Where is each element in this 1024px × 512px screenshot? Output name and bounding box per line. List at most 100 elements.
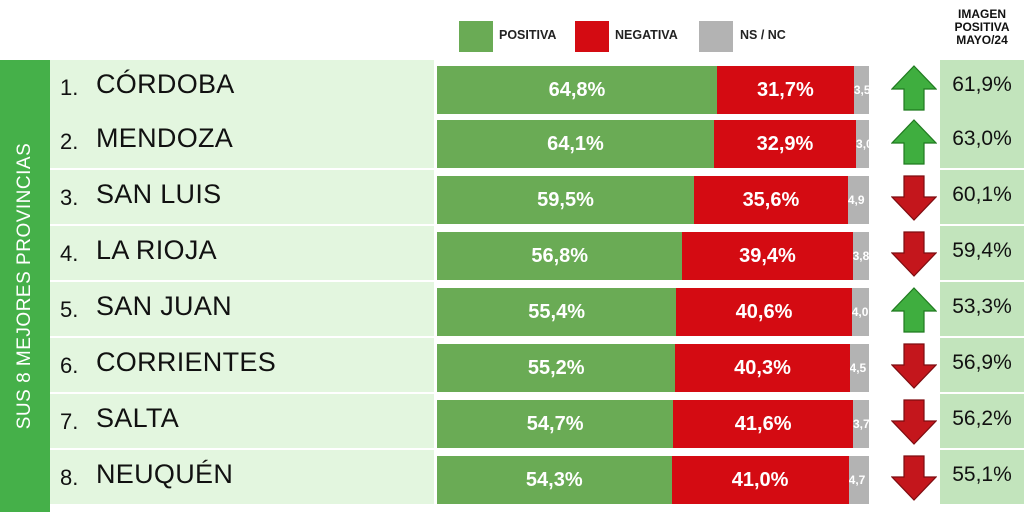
trend-down-icon xyxy=(890,343,938,389)
bar-segment-positive: 64,8% xyxy=(437,66,717,114)
province-name: LA RIOJA xyxy=(96,235,217,265)
province-row: 5. SAN JUAN 55,4% 40,6% 4,0 53,3% xyxy=(50,282,1024,336)
rank-label: 2. xyxy=(60,129,79,154)
province-cell-background xyxy=(50,170,434,224)
previous-image-column-header: IMAGEN POSITIVA MAYO/24 xyxy=(940,8,1024,47)
bar-segment-negative: 40,6% xyxy=(676,288,852,336)
bar-segment-negative: 35,6% xyxy=(694,176,848,224)
previous-value-cell xyxy=(940,114,1024,168)
bar-segment-negative: 31,7% xyxy=(716,66,854,114)
bar-segment-positive: 54,7% xyxy=(437,400,674,448)
province-cell-background xyxy=(50,282,434,336)
negative-value-label: 40,6% xyxy=(735,301,793,323)
previous-positive-value: 53,3% xyxy=(952,295,1012,318)
bar-segment-nsnc: 3,5 xyxy=(853,66,869,114)
side-label-text: SUS 8 MEJORES PROVINCIAS xyxy=(14,142,35,430)
bar-segment-negative: 39,4% xyxy=(682,232,853,280)
province-cell-background xyxy=(50,450,434,504)
bar-segment-nsnc: 4,5 xyxy=(849,344,869,392)
province-name: NEUQUÉN xyxy=(96,459,234,489)
nsnc-value-label: 4,5 xyxy=(849,361,867,375)
previous-value-cell xyxy=(940,394,1024,448)
legend-swatch-negative xyxy=(575,21,609,52)
positive-value-label: 59,5% xyxy=(537,189,594,211)
previous-positive-value: 61,9% xyxy=(952,73,1012,96)
positive-value-label: 54,3% xyxy=(525,469,583,491)
bar-segment-nsnc: 4,7 xyxy=(848,456,869,504)
trend-up-icon xyxy=(890,65,938,111)
legend-label-negative: NEGATIVA xyxy=(615,28,678,42)
province-cell-background xyxy=(50,226,434,280)
legend-swatch-positive xyxy=(459,21,493,52)
bar-segment-positive: 59,5% xyxy=(437,176,695,224)
previous-positive-value: 60,1% xyxy=(952,183,1012,206)
trend-down-icon xyxy=(890,455,938,501)
province-row: 1. CÓRDOBA 64,8% 31,7% 3,5 61,9% xyxy=(50,60,1024,114)
arrow-up-shape xyxy=(890,65,938,111)
bar-segment-negative: 40,3% xyxy=(675,344,850,392)
province-name: SAN JUAN xyxy=(96,291,232,321)
province-name: CÓRDOBA xyxy=(96,69,235,99)
province-name: CORRIENTES xyxy=(96,347,277,377)
arrow-up-shape xyxy=(890,119,938,165)
negative-value-label: 39,4% xyxy=(739,245,796,267)
rank-label: 1. xyxy=(60,75,79,100)
positive-value-label: 55,2% xyxy=(527,357,585,379)
nsnc-value-label: 4,7 xyxy=(848,473,866,487)
legend-label-nsnc: NS / NC xyxy=(740,28,786,42)
arrow-down-shape xyxy=(890,399,938,445)
bar-segment-nsnc: 4,0 xyxy=(851,288,869,336)
previous-value-cell xyxy=(940,450,1024,504)
previous-positive-value: 59,4% xyxy=(952,239,1012,262)
nsnc-value-label: 4,9 xyxy=(847,193,865,207)
negative-value-label: 32,9% xyxy=(756,133,814,155)
rank-label: 6. xyxy=(60,353,79,378)
rank-label: 8. xyxy=(60,465,79,490)
province-name: SALTA xyxy=(96,403,180,433)
negative-value-label: 35,6% xyxy=(742,189,800,211)
arrow-up-shape xyxy=(890,287,938,333)
nsnc-value-label: 4,0 xyxy=(851,305,869,319)
previous-value-cell xyxy=(940,170,1024,224)
previous-positive-value: 56,2% xyxy=(952,407,1012,430)
province-row: 2. MENDOZA 64,1% 32,9% 3,0 63,0% xyxy=(50,114,1024,168)
province-row: 8. NEUQUÉN 54,3% 41,0% 4,7 55,1% xyxy=(50,450,1024,504)
arrow-down-shape xyxy=(890,455,938,501)
province-row: 4. LA RIOJA 56,8% 39,4% 3,8 59,4% xyxy=(50,226,1024,280)
stacked-bar: 54,3% 41,0% 4,7 xyxy=(437,456,869,504)
bar-segment-negative: 41,0% xyxy=(671,456,849,504)
trend-down-icon xyxy=(890,175,938,221)
stacked-bar: 55,2% 40,3% 4,5 xyxy=(437,344,869,392)
bar-segment-nsnc: 3,8 xyxy=(852,232,869,280)
trend-up-icon xyxy=(890,119,938,165)
previous-value-cell xyxy=(940,226,1024,280)
bar-segment-negative: 32,9% xyxy=(713,120,857,168)
column-header-line-3: MAYO/24 xyxy=(956,33,1008,47)
rank-label: 7. xyxy=(60,409,79,434)
rank-label: 3. xyxy=(60,185,79,210)
stacked-bar: 54,7% 41,6% 3,7 xyxy=(437,400,869,448)
bar-segment-positive: 55,4% xyxy=(437,288,677,336)
previous-positive-value: 56,9% xyxy=(952,351,1012,374)
previous-value-cell xyxy=(940,282,1024,336)
province-cell-background xyxy=(50,338,434,392)
column-header-line-1: IMAGEN xyxy=(958,7,1006,21)
stacked-bar: 59,5% 35,6% 4,9 xyxy=(437,176,869,224)
previous-value-cell xyxy=(940,338,1024,392)
rank-label: 5. xyxy=(60,297,79,322)
legend-label-positive: POSITIVA xyxy=(499,28,557,42)
province-row: 7. SALTA 54,7% 41,6% 3,7 56,2% xyxy=(50,394,1024,448)
positive-value-label: 55,4% xyxy=(528,301,586,323)
bar-segment-negative: 41,6% xyxy=(673,400,853,448)
previous-positive-value: 63,0% xyxy=(952,127,1012,150)
positive-value-label: 56,8% xyxy=(531,245,589,267)
negative-value-label: 41,6% xyxy=(734,413,792,435)
province-cell-background xyxy=(50,60,434,114)
stacked-bar: 56,8% 39,4% 3,8 xyxy=(437,232,869,280)
trend-down-icon xyxy=(890,399,938,445)
arrow-down-shape xyxy=(890,343,938,389)
stacked-bar: 64,1% 32,9% 3,0 xyxy=(437,120,869,168)
arrow-down-shape xyxy=(890,231,938,277)
stacked-bar: 64,8% 31,7% 3,5 xyxy=(437,66,869,114)
bar-segment-nsnc: 3,0 xyxy=(856,120,869,168)
